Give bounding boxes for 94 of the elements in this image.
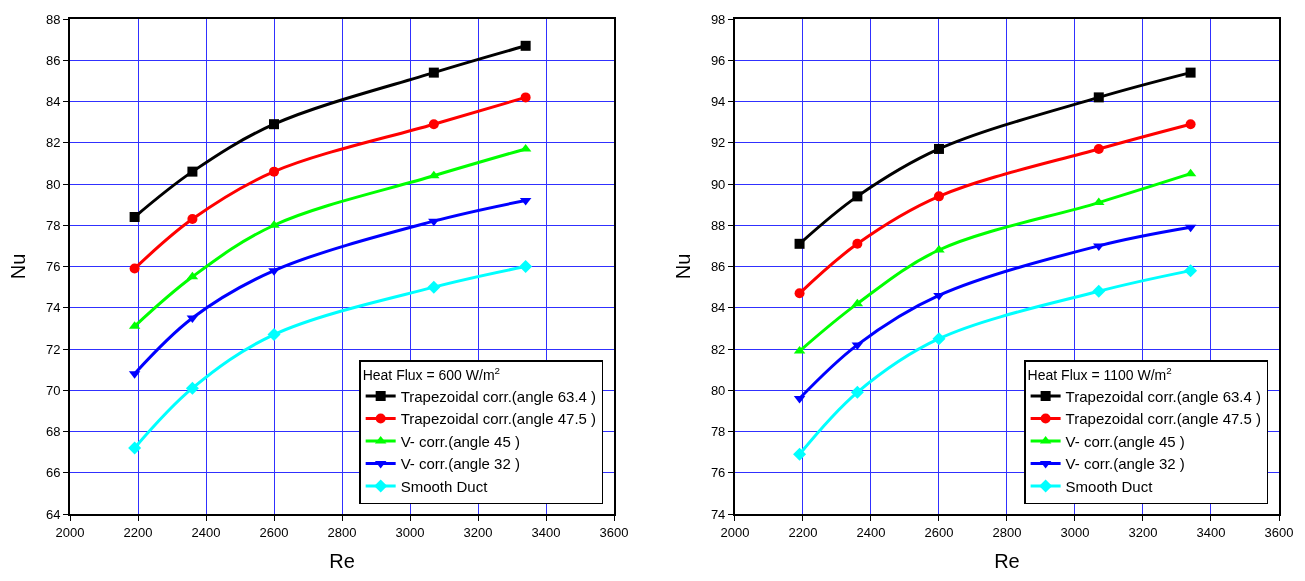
y-axis-title: Nu [6,253,29,280]
point [1093,92,1104,103]
point [267,328,281,342]
y-tick-label: 86 [710,259,726,275]
y-tick-label: 68 [45,424,61,440]
point [428,67,439,78]
y-tick-label: 88 [710,217,726,233]
y-tick-label: 78 [710,424,726,440]
point [428,218,440,227]
legend-label: Trapezoidal corr.(angle 63.4 ) [400,387,597,405]
legend-label: V- corr.(angle 45 ) [400,432,520,450]
y-tick-label: 80 [45,176,61,192]
y-tick-label: 80 [710,382,726,398]
point [128,441,142,455]
point [933,292,945,301]
y-tick-label: 82 [45,135,61,151]
x-tick-label: 2200 [123,524,153,540]
point [793,447,807,461]
y-tick-label: 76 [45,259,61,275]
x-tick-label: 2400 [856,524,886,540]
x-tick-label: 3400 [1196,524,1226,540]
point [519,260,533,273]
point [129,263,140,274]
legend-title: Heat Flux = 600 W/m$^{2}$ [362,364,501,383]
x-tick-label: 3600 [599,524,629,540]
point [520,92,531,103]
point [933,191,944,202]
y-tick-label: 94 [710,94,726,110]
y-tick-label: 72 [45,341,61,357]
point [932,332,946,346]
x-tick-label: 2400 [191,524,221,540]
y-tick-label: 82 [710,341,726,357]
y-tick-label: 88 [45,11,61,27]
point [187,166,198,177]
point [1093,197,1105,206]
point [794,238,805,249]
y-tick-label: 96 [710,52,726,68]
point [850,385,864,399]
legend-title: Heat Flux = 1100 W/m$^{2}$ [1027,364,1172,383]
x-tick-label: 2600 [924,524,954,540]
y-tick-label: 86 [45,52,61,68]
x-tick-label: 2600 [259,524,289,540]
y-tick-label: 78 [45,217,61,233]
x-tick-label: 3000 [395,524,425,540]
point [185,381,199,395]
point [269,166,280,177]
point [129,212,140,222]
y-tick-label: 84 [710,300,726,316]
x-tick-label: 3400 [531,524,561,540]
x-tick-label: 2000 [55,524,85,540]
y-tick-label: 64 [45,506,61,522]
point [520,40,531,51]
x-axis-title: Re [994,549,1020,572]
point [269,119,280,130]
x-tick-label: 2200 [788,524,818,540]
y-tick-label: 66 [45,465,61,481]
legend-label: Trapezoidal corr.(angle 47.5 ) [400,410,597,428]
point [427,280,441,294]
legend-label: V- corr.(angle 45 ) [1065,432,1185,450]
y-tick-label: 84 [45,94,61,110]
point [1184,264,1198,278]
point [933,143,944,154]
point [794,288,805,299]
y-tick-label: 74 [710,506,726,522]
x-tick-label: 3200 [1128,524,1158,540]
x-tick-label: 2800 [992,524,1022,540]
x-tick-label: 3600 [1264,524,1294,540]
x-tick-label: 3000 [1060,524,1090,540]
point [428,170,440,179]
legend-label: Trapezoidal corr.(angle 63.4 ) [1065,387,1262,405]
point [1185,67,1196,78]
point [852,191,863,202]
y-axis-title: Nu [671,253,694,280]
y-tick-label: 98 [710,11,726,27]
point [428,119,439,130]
x-tick-label: 2000 [720,524,750,540]
point [1093,143,1104,154]
point [852,238,863,249]
point [1092,284,1106,298]
y-tick-label: 74 [45,300,61,316]
legend-label: V- corr.(angle 32 ) [1065,455,1185,473]
x-tick-label: 2800 [327,524,357,540]
legend-label: Smooth Duct [1065,477,1154,495]
legend-label: Trapezoidal corr.(angle 47.5 ) [1065,410,1262,428]
y-tick-label: 90 [710,176,726,192]
point [187,214,198,225]
point [1185,119,1196,130]
legend-label: V- corr.(angle 32 ) [400,455,520,473]
y-tick-label: 76 [710,465,726,481]
x-axis-title: Re [329,549,355,572]
legend-label: Smooth Duct [400,477,489,495]
y-tick-label: 70 [45,382,61,398]
y-tick-label: 92 [710,135,726,151]
x-tick-label: 3200 [463,524,493,540]
